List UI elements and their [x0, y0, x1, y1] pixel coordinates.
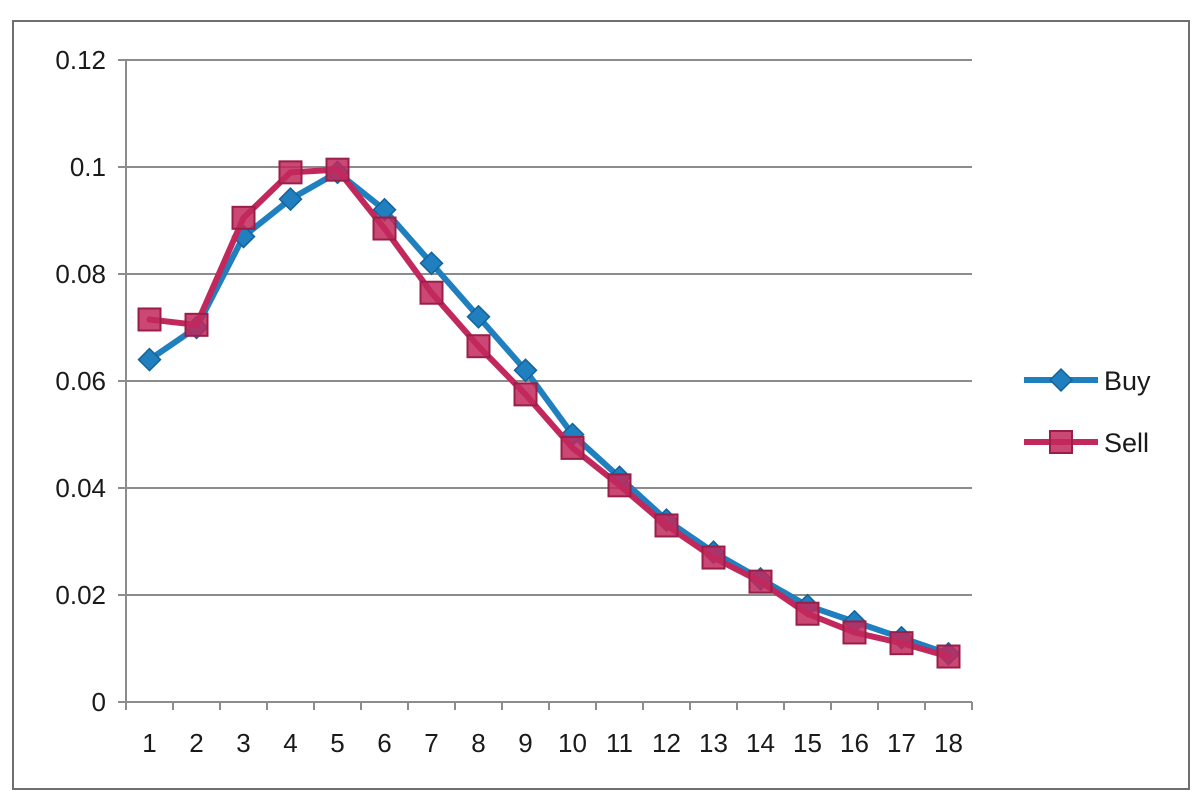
x-tick-label: 13 [699, 728, 728, 758]
axes [118, 59, 973, 710]
series-buy [137, 160, 961, 666]
x-tick-label: 14 [746, 728, 775, 758]
y-tick-label: 0 [92, 687, 106, 717]
x-axis-tick-labels: 1 2 3 4 5 6 7 8 9 10 11 12 13 14 15 16 17 18 [142, 728, 963, 758]
data-point-sell [889, 631, 914, 656]
legend-label: Buy [1104, 366, 1151, 396]
x-tick-label: 16 [840, 728, 869, 758]
legend-marker [1049, 430, 1073, 454]
data-point-sell [419, 280, 444, 305]
y-tick-label: 0.1 [70, 152, 106, 182]
data-point-buy [278, 187, 303, 212]
data-point-sell [607, 473, 632, 498]
y-axis-tick-labels: 0 0.02 0.04 0.06 0.08 0.1 0.12 [55, 45, 106, 717]
x-tick-label: 10 [558, 728, 587, 758]
x-tick-label: 7 [424, 728, 438, 758]
data-point-sell [936, 644, 961, 669]
chart-frame: 0 0.02 0.04 0.06 0.08 0.1 0.12 1 2 3 4 5 6 7 8 9 10 11 12… [12, 20, 1190, 790]
x-tick-label: 6 [377, 728, 391, 758]
x-tick-label: 11 [606, 728, 633, 758]
series-line-buy [146, 169, 952, 657]
data-point-buy [466, 304, 491, 329]
x-tick-label: 15 [793, 728, 822, 758]
series-line-sell [146, 166, 952, 660]
line-chart: 00.020.040.060.080.10.12 1 2 3 4 5 6 7 8 9 10 11 12… [55, 45, 1151, 758]
y-tick-label: 0.02 [55, 580, 106, 610]
gridlines [126, 59, 972, 596]
data-point-sell [137, 307, 162, 332]
data-point-sell [372, 216, 397, 241]
data-point-sell [748, 569, 773, 594]
legend-item-buy: Buy [1024, 366, 1151, 396]
data-point-sell [842, 620, 867, 645]
legend-item-sell: Sell [1024, 428, 1149, 458]
series-lines [137, 157, 961, 669]
y-tick-label: 0.12 [55, 45, 106, 75]
data-point-buy [419, 251, 444, 276]
x-tick-label: 4 [283, 728, 297, 758]
data-point-sell [654, 513, 679, 538]
x-tick-label: 8 [471, 728, 485, 758]
legend-marker [1048, 367, 1074, 393]
data-point-buy [513, 358, 538, 383]
data-point-sell [231, 205, 256, 230]
data-point-sell [513, 382, 538, 407]
data-point-sell [560, 435, 585, 460]
data-point-sell [795, 601, 820, 626]
x-tick-label: 1 [142, 728, 156, 758]
y-tick-label: 0.08 [55, 259, 106, 289]
x-tick-label: 3 [236, 728, 250, 758]
y-tick-label: 0.04 [55, 473, 106, 503]
data-point-buy [137, 347, 162, 372]
x-tick-label: 2 [189, 728, 203, 758]
x-tick-label: 9 [518, 728, 532, 758]
x-tick-label: 18 [934, 728, 963, 758]
x-tick-label: 12 [652, 728, 681, 758]
legend: Buy Sell [1024, 366, 1151, 458]
data-point-sell [701, 545, 726, 570]
data-point-sell [184, 312, 209, 337]
data-point-sell [325, 157, 350, 182]
x-tick-label: 17 [887, 728, 916, 758]
y-tick-label: 0.06 [55, 366, 106, 396]
data-point-sell [278, 160, 303, 185]
data-point-sell [466, 334, 491, 359]
series-sell [137, 157, 961, 669]
legend-label: Sell [1104, 428, 1149, 458]
x-tick-label: 5 [330, 728, 344, 758]
